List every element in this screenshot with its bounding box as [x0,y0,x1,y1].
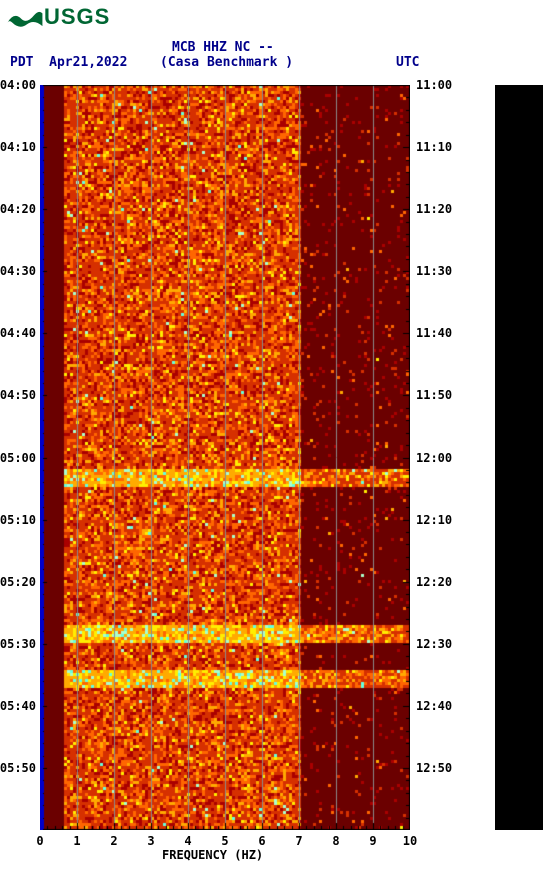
y-left-tick: 05:00 [0,451,36,465]
y-left-tick: 05:10 [0,513,36,527]
x-tick: 6 [258,834,265,848]
y-left-tick: 04:40 [0,326,36,340]
y-left-tick: 05:30 [0,637,36,651]
x-tick: 9 [369,834,376,848]
x-tick: 0 [36,834,43,848]
y-left-tick: 05:40 [0,699,36,713]
usgs-logo: USGS [6,4,110,30]
y-left-tick: 04:50 [0,388,36,402]
y-right-tick: 11:50 [416,388,452,402]
x-tick: 4 [184,834,191,848]
y-right-tick: 11:10 [416,140,452,154]
y-right-tick: 12:40 [416,699,452,713]
x-tick: 5 [221,834,228,848]
y-right-tick: 12:10 [416,513,452,527]
spectrogram-canvas [40,85,410,830]
tz-left-date: PDT Apr21,2022 [10,55,127,70]
x-tick: 2 [110,834,117,848]
y-left-tick: 04:10 [0,140,36,154]
x-tick: 8 [332,834,339,848]
usgs-logo-text: USGS [44,4,110,30]
wave-icon [6,6,44,28]
y-right-tick: 12:20 [416,575,452,589]
y-right-tick: 11:20 [416,202,452,216]
y-right-tick: 12:50 [416,761,452,775]
y-left-tick: 04:20 [0,202,36,216]
tz-left: PDT [10,55,33,70]
x-tick: 7 [295,834,302,848]
station-channel-title: MCB HHZ NC -- [172,40,274,55]
station-name: (Casa Benchmark ) [160,55,293,70]
y-right-tick: 11:00 [416,78,452,92]
y-right-tick: 11:30 [416,264,452,278]
spectrogram-plot [40,85,410,830]
tz-right: UTC [396,55,419,70]
y-right-tick: 12:00 [416,451,452,465]
date: Apr21,2022 [49,55,127,70]
y-left-tick: 05:20 [0,575,36,589]
y-right-tick: 12:30 [416,637,452,651]
y-left-tick: 04:00 [0,78,36,92]
x-tick: 10 [403,834,417,848]
y-right-tick: 11:40 [416,326,452,340]
x-tick: 3 [147,834,154,848]
x-tick: 1 [73,834,80,848]
y-left-tick: 04:30 [0,264,36,278]
y-left-tick: 05:50 [0,761,36,775]
x-axis-title: FREQUENCY (HZ) [162,848,263,862]
colorbar [495,85,543,830]
